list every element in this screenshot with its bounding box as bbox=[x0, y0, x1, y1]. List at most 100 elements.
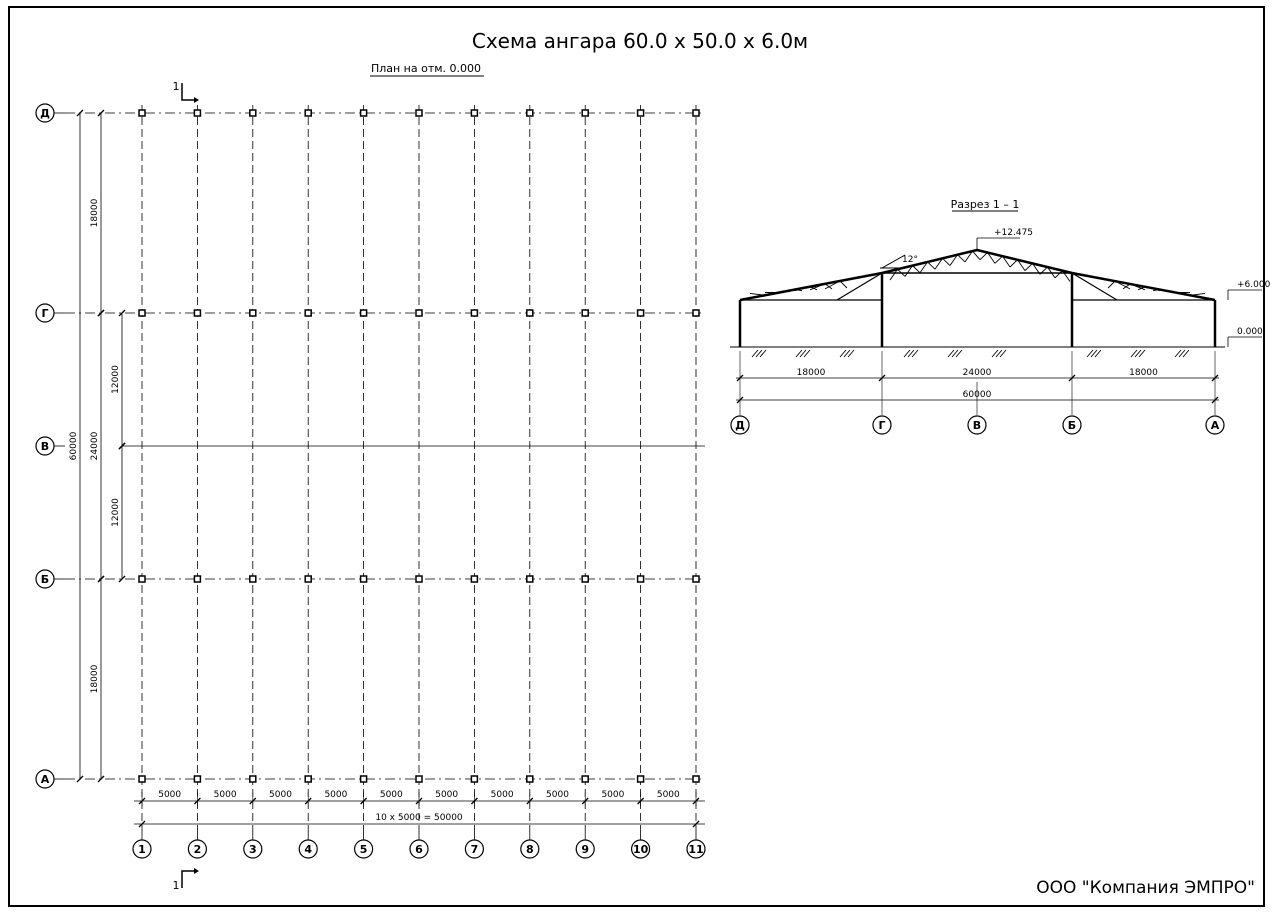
ground-hatch-2-2-2 bbox=[1182, 349, 1190, 358]
overall-height-dim: 60000 bbox=[69, 431, 79, 460]
col-axis-4-label: 4 bbox=[304, 843, 312, 856]
column-marker-0-5 bbox=[415, 109, 423, 117]
span-dim-tick-2 bbox=[1068, 374, 1076, 382]
col-axis-10-circle bbox=[630, 839, 651, 859]
row-axis-3-label: Б bbox=[41, 573, 49, 586]
col-axis-6-label: 6 bbox=[415, 843, 423, 856]
overall-height-dim-tick-bottom bbox=[76, 775, 84, 783]
column-marker-0-2 bbox=[249, 109, 257, 117]
column-marker-3-0 bbox=[138, 575, 146, 583]
cut-mark-bottom-label: 1 bbox=[173, 879, 180, 892]
middle-dim-1: 12000 bbox=[111, 365, 121, 394]
section-axis-4-circle bbox=[1205, 415, 1225, 435]
centre-web-6b bbox=[987, 252, 996, 264]
col-axis-8-circle bbox=[520, 839, 540, 859]
drawing-frame bbox=[8, 6, 1265, 907]
left-truss-brace bbox=[836, 272, 883, 301]
ground-mark: 0.000 bbox=[1237, 327, 1263, 337]
centre-web-10b bbox=[1047, 266, 1056, 279]
row-axis-0-circle bbox=[35, 103, 55, 123]
bay-dim-6: 5000 bbox=[435, 790, 458, 800]
angle-mark-arc bbox=[881, 254, 906, 269]
left-web-2a bbox=[779, 289, 796, 293]
span-dim-1: 18000 bbox=[797, 368, 826, 378]
ground-hatch-1-1-0 bbox=[947, 349, 955, 358]
ground-hatch-0-1-2 bbox=[803, 349, 811, 358]
company-name: ООО "Компания ЭМПРО" bbox=[1036, 878, 1255, 898]
col-axis-1-circle bbox=[132, 839, 152, 859]
bay-dim-tick-9 bbox=[637, 797, 645, 805]
ground-hatch-2-0-0 bbox=[1086, 349, 1094, 358]
ground-hatch-0-2-2 bbox=[847, 349, 855, 358]
column-marker-4-5 bbox=[415, 775, 423, 783]
ground-hatch-1-0-2 bbox=[911, 349, 919, 358]
bay-dim-9: 5000 bbox=[601, 790, 624, 800]
centre-web-10a bbox=[1039, 266, 1048, 275]
centre-web-4b bbox=[957, 254, 966, 263]
cut-mark-bottom bbox=[181, 870, 194, 888]
column-marker-0-9 bbox=[636, 109, 645, 117]
section-title: Разрез 1 – 1 bbox=[951, 198, 1020, 211]
right-web-4a bbox=[1129, 283, 1146, 291]
centre-web-5a bbox=[964, 250, 973, 263]
col-axis-3-label: 3 bbox=[249, 843, 257, 856]
bay-dim-tick-4 bbox=[360, 797, 368, 805]
column-marker-1-2 bbox=[249, 309, 257, 317]
bay-dim-tick-2 bbox=[249, 797, 257, 805]
centre-web-2b bbox=[927, 261, 936, 270]
ground-hatch-2-1-2 bbox=[1138, 349, 1146, 358]
left-dim-1-tick-top bbox=[97, 109, 105, 117]
column-marker-3-4 bbox=[359, 575, 368, 583]
section-axis-2-circle bbox=[967, 415, 987, 435]
row-axis-3-circle bbox=[35, 569, 55, 589]
column-marker-3-2 bbox=[249, 575, 257, 583]
centre-web-6a bbox=[979, 252, 988, 261]
middle-dim-1-tick-top bbox=[118, 309, 126, 317]
row-axis-1-label: Г bbox=[41, 307, 48, 320]
section-axis-1-label: Г bbox=[878, 419, 885, 432]
span-dim-tick-0 bbox=[736, 374, 744, 382]
right-web-3a bbox=[1144, 286, 1161, 292]
column-marker-0-8 bbox=[581, 109, 589, 117]
centre-web-7a bbox=[994, 255, 1003, 264]
right-web-0a bbox=[1189, 292, 1206, 296]
centre-web-8b bbox=[1017, 259, 1026, 271]
span-dim-2: 24000 bbox=[963, 368, 992, 378]
col-axis-7-label: 7 bbox=[471, 843, 479, 856]
centre-web-1b bbox=[912, 265, 921, 274]
left-dim-3-tick-bottom bbox=[97, 775, 105, 783]
column-marker-3-7 bbox=[526, 575, 534, 583]
right-web-5b bbox=[1107, 280, 1116, 289]
row-axis-2-circle bbox=[35, 436, 55, 456]
column-marker-0-6 bbox=[470, 109, 479, 117]
overall-height-dim-tick-top bbox=[76, 109, 84, 117]
col-axis-5-circle bbox=[354, 839, 374, 859]
column-marker-3-6 bbox=[470, 575, 479, 583]
ground-hatch-0-2-1 bbox=[843, 349, 851, 358]
ground-hatch-1-0-1 bbox=[907, 349, 915, 358]
bay-dim-5: 5000 bbox=[380, 790, 403, 800]
column-marker-1-4 bbox=[359, 309, 368, 317]
centre-web-11a bbox=[1054, 270, 1063, 279]
row-axis-4-label: А bbox=[41, 773, 50, 786]
roof-centre-left-top-chord bbox=[881, 248, 978, 275]
bay-dim-7: 5000 bbox=[491, 790, 514, 800]
centre-web-3a bbox=[934, 258, 943, 270]
column-marker-1-5 bbox=[415, 309, 423, 317]
total-width-dim: 10 х 5000 = 50000 bbox=[375, 813, 463, 823]
column-marker-4-7 bbox=[526, 775, 534, 783]
ground-hatch-2-0-1 bbox=[1090, 349, 1098, 358]
column-marker-1-1 bbox=[193, 309, 202, 317]
cut-mark-bottom-arrow bbox=[194, 868, 199, 874]
column-marker-3-9 bbox=[636, 575, 645, 583]
ground-hatch-2-1-1 bbox=[1134, 349, 1142, 358]
left-web-1b bbox=[779, 291, 788, 293]
row-axis-2-label: В bbox=[41, 440, 49, 453]
left-web-5b bbox=[839, 280, 848, 289]
bay-dim-tick-1 bbox=[193, 797, 201, 805]
cut-mark-top-label: 1 bbox=[173, 80, 180, 93]
ground-hatch-2-0-2 bbox=[1094, 349, 1102, 358]
ground-hatch-0-1-1 bbox=[799, 349, 807, 358]
